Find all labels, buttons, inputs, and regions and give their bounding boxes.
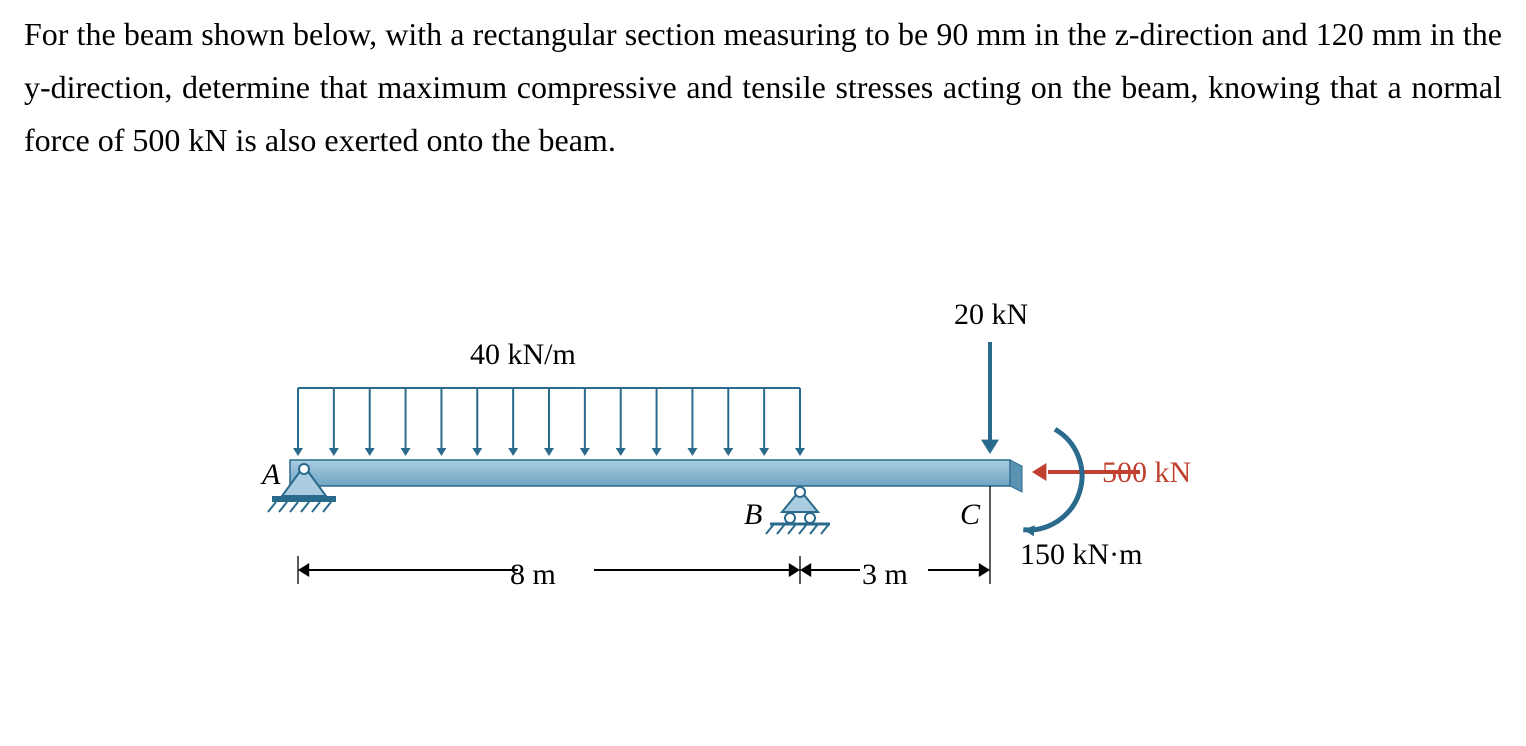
label-C: C [960,498,980,532]
dim-3m-label: 3 m [862,558,908,592]
dim-8m-label: 8 m [510,558,556,592]
beam-svg [260,280,1220,720]
axial-force-label: 500 kN [1102,456,1191,490]
moment-label: 150 kN·m [1020,538,1143,572]
label-B: B [744,498,762,532]
distributed-load-label: 40 kN/m [470,338,576,372]
point-load-20-label: 20 kN [954,298,1028,332]
label-A: A [262,458,280,492]
problem-statement: For the beam shown below, with a rectang… [24,8,1502,166]
beam-diagram: 40 kN/m 20 kN 500 kN 150 kN·m A B C 8 m … [260,280,1220,720]
